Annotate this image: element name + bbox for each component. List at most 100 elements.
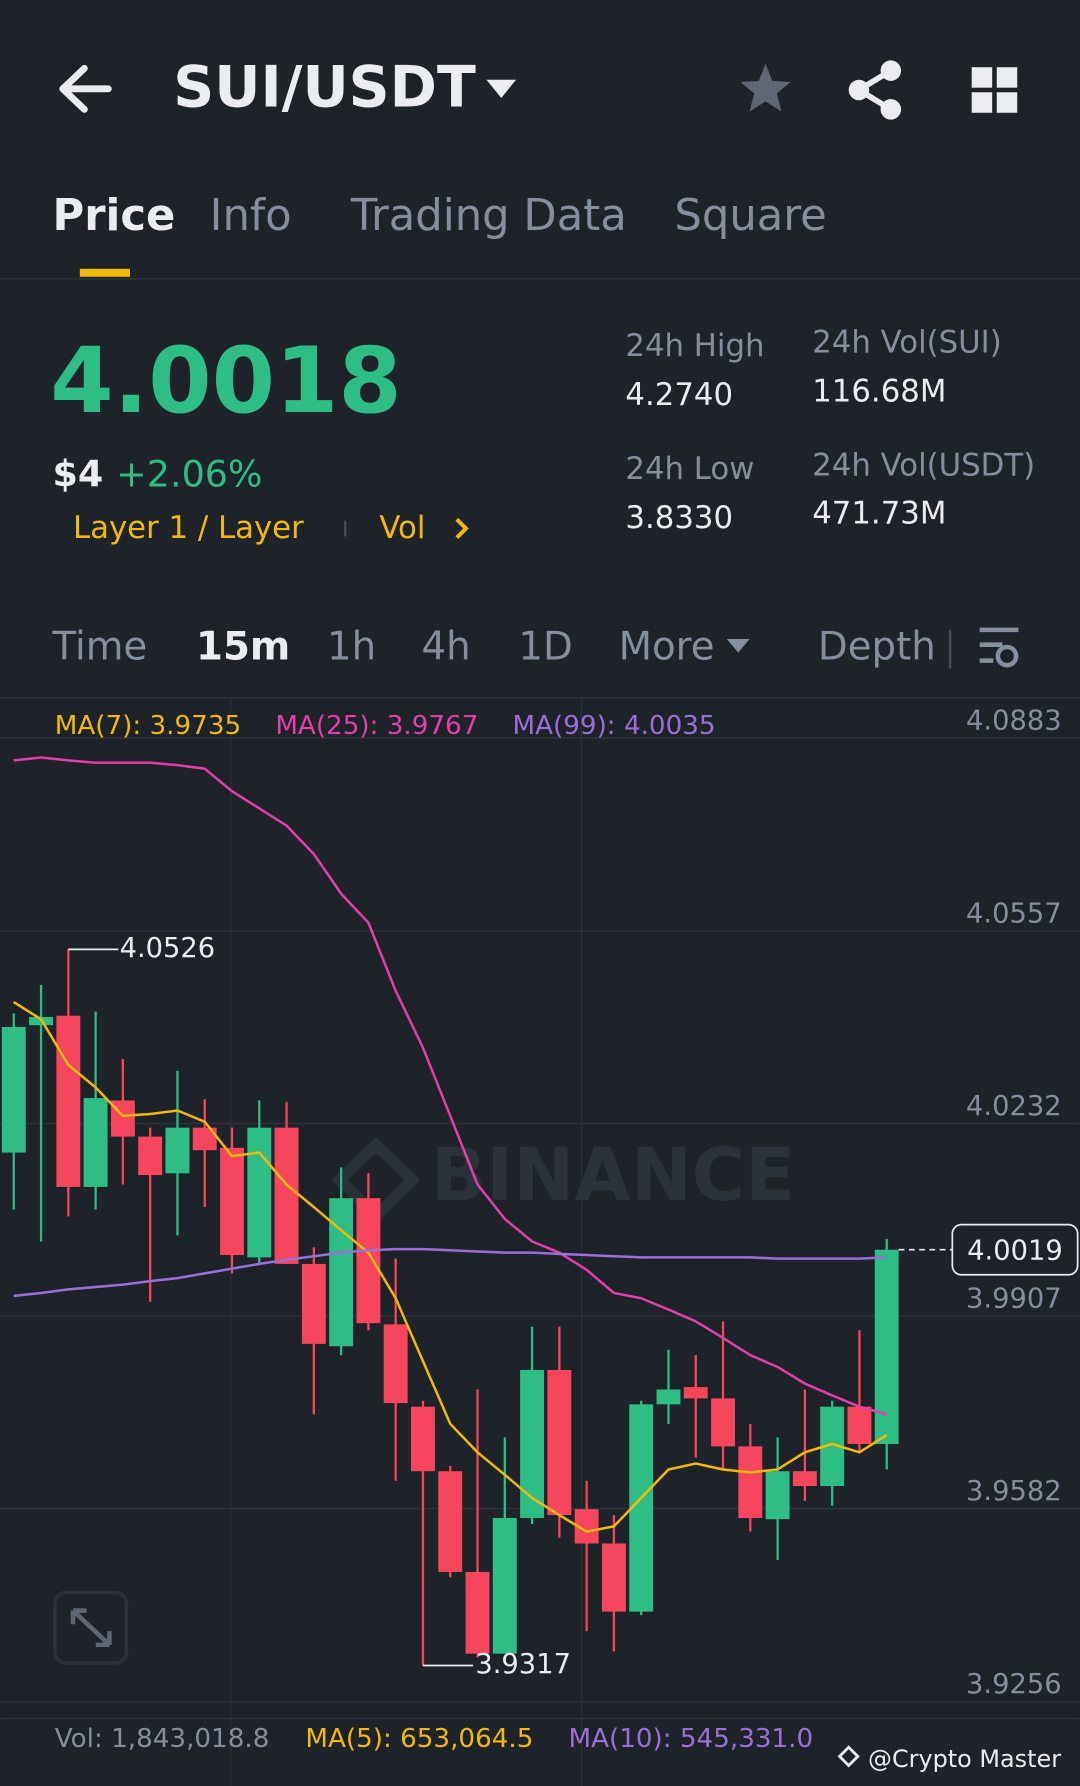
candle-body xyxy=(465,1571,490,1654)
low-label: 3.9317 xyxy=(475,1649,571,1680)
interval[interactable]: 1h xyxy=(327,625,376,670)
candle-body xyxy=(847,1406,872,1444)
expand-icon xyxy=(70,1608,112,1648)
ma-line xyxy=(13,1247,887,1298)
candle-body xyxy=(792,1471,817,1487)
ma-line xyxy=(13,1001,888,1533)
stat-label: 24h High xyxy=(625,328,764,364)
divider xyxy=(0,277,1080,280)
tab[interactable]: Trading Data xyxy=(350,191,627,241)
legend-entry: MA(25): 3.9767 xyxy=(275,711,478,741)
y-tick-label: 4.0557 xyxy=(966,899,1062,930)
candle-body xyxy=(547,1369,572,1516)
share-button[interactable] xyxy=(848,60,902,120)
stat-label: 24h Vol(USDT) xyxy=(812,448,1035,484)
stat-label: 24h Low xyxy=(625,451,754,487)
layout-cell xyxy=(971,67,993,88)
interval-active[interactable]: 15m xyxy=(196,625,290,670)
interval[interactable]: 4h xyxy=(422,625,471,670)
tab-indicator xyxy=(79,268,130,277)
y-tick-label: 4.0232 xyxy=(966,1091,1062,1122)
ma-line xyxy=(13,756,888,1416)
interval[interactable]: Depth xyxy=(818,625,936,670)
candle-body xyxy=(438,1471,463,1572)
pair-title[interactable]: SUI/USDT xyxy=(173,55,476,121)
divider xyxy=(0,697,1080,699)
tab-active[interactable]: Price xyxy=(52,191,175,241)
y-tick-label: 3.9907 xyxy=(966,1284,1062,1315)
pair-caret[interactable] xyxy=(486,79,517,98)
interval[interactable]: 1D xyxy=(518,625,572,670)
layout-cell xyxy=(996,67,1018,88)
tag[interactable]: Layer 1 / Layer xyxy=(73,510,304,546)
candle-body xyxy=(192,1127,217,1151)
usd-price: $4 xyxy=(52,453,103,496)
candle-body xyxy=(601,1543,626,1612)
candle-body xyxy=(765,1471,790,1520)
candle-body xyxy=(411,1406,435,1472)
back-button[interactable] xyxy=(59,64,112,113)
favorite-star[interactable] xyxy=(740,63,791,112)
candle-body xyxy=(83,1098,108,1187)
divider xyxy=(948,629,952,669)
y-tick-label: 3.9256 xyxy=(966,1669,1062,1700)
stat-value: 116.68M xyxy=(812,373,946,409)
candle-body xyxy=(874,1249,899,1444)
candle-body xyxy=(683,1387,708,1399)
share-lines xyxy=(853,68,893,112)
candle-body xyxy=(220,1147,244,1256)
candle-body xyxy=(711,1398,736,1447)
tab[interactable]: Square xyxy=(674,191,826,241)
candle-body xyxy=(274,1127,299,1264)
chart-watermark: BINANCE xyxy=(431,1133,795,1218)
last-price: 4.0018 xyxy=(50,328,402,434)
y-tick-label: 3.9582 xyxy=(966,1476,1062,1507)
divider xyxy=(0,1717,1080,1720)
legend-entry: MA(99): 4.0035 xyxy=(513,711,716,741)
volume-ma: MA(10): 545,331.0 xyxy=(568,1724,813,1754)
tab[interactable]: Info xyxy=(210,191,292,241)
last-price-box xyxy=(951,1223,1079,1276)
stat-value: 3.8330 xyxy=(625,500,733,536)
back-arrow xyxy=(59,64,112,113)
tag-chevron xyxy=(455,517,469,540)
stat-value: 4.2740 xyxy=(625,377,733,413)
high-label: 4.0526 xyxy=(120,933,216,964)
plot-area: BINANCE 4.0883 4.0557 4.0232 3.9907 3.9582 3.9… xyxy=(0,705,1080,1703)
interval[interactable]: More xyxy=(619,625,715,670)
candle-body xyxy=(520,1369,545,1519)
stat-label: 24h Vol(SUI) xyxy=(812,324,1002,360)
candle-body xyxy=(1,1026,26,1153)
candle-body xyxy=(138,1136,163,1176)
price-change: +2.06% xyxy=(116,453,262,496)
candle-body xyxy=(56,1015,81,1187)
candle-body xyxy=(247,1127,272,1258)
candle-body xyxy=(356,1198,381,1324)
candle-body xyxy=(301,1263,326,1344)
last-price-label: 4.0019 xyxy=(967,1235,1063,1266)
settings-lines xyxy=(979,627,1019,663)
legend-entry: MA(7): 3.9735 xyxy=(55,711,241,741)
expand-frame xyxy=(53,1590,129,1665)
more-caret xyxy=(726,638,750,653)
candle-body xyxy=(656,1389,681,1405)
tag-vol[interactable]: Vol xyxy=(379,510,425,546)
time-grid-line xyxy=(581,698,583,1786)
candle-body xyxy=(165,1127,190,1174)
watermark-author: @Crypto Master xyxy=(868,1745,1061,1773)
candle-body xyxy=(329,1198,354,1347)
candle-body xyxy=(574,1509,599,1544)
expand-button[interactable] xyxy=(53,1590,129,1665)
candle-body xyxy=(738,1446,763,1519)
candle-body xyxy=(820,1406,845,1487)
layout-button[interactable] xyxy=(971,67,1018,113)
chart-settings[interactable] xyxy=(979,627,1019,668)
y-tick-label: 4.0883 xyxy=(966,705,1062,736)
candle-body xyxy=(492,1518,517,1654)
stat-value: 471.73M xyxy=(812,495,946,531)
layout-cell xyxy=(971,92,993,113)
settings-gear xyxy=(995,644,1019,668)
interval[interactable]: Time xyxy=(51,625,147,670)
